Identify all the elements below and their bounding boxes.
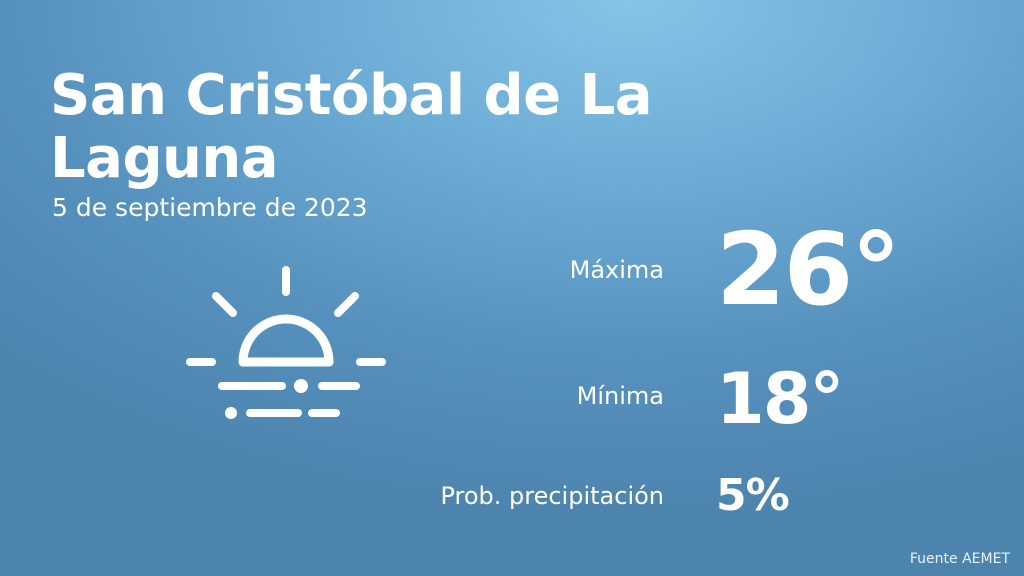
max-temp-value: 26°	[716, 211, 901, 328]
max-temp-label: Máxima	[569, 256, 664, 284]
min-temp-label: Mínima	[576, 382, 664, 410]
precipitation-value: 5%	[716, 470, 790, 521]
city-name: San Cristóbal de La Laguna	[50, 63, 653, 191]
forecast-date: 5 de septiembre de 2023	[52, 193, 368, 222]
precipitation-label: Prob. precipitación	[440, 482, 664, 510]
min-temp-value: 18°	[716, 358, 844, 440]
sun-behind-fog-icon	[186, 266, 386, 419]
data-source: Fuente AEMET	[909, 551, 1010, 567]
